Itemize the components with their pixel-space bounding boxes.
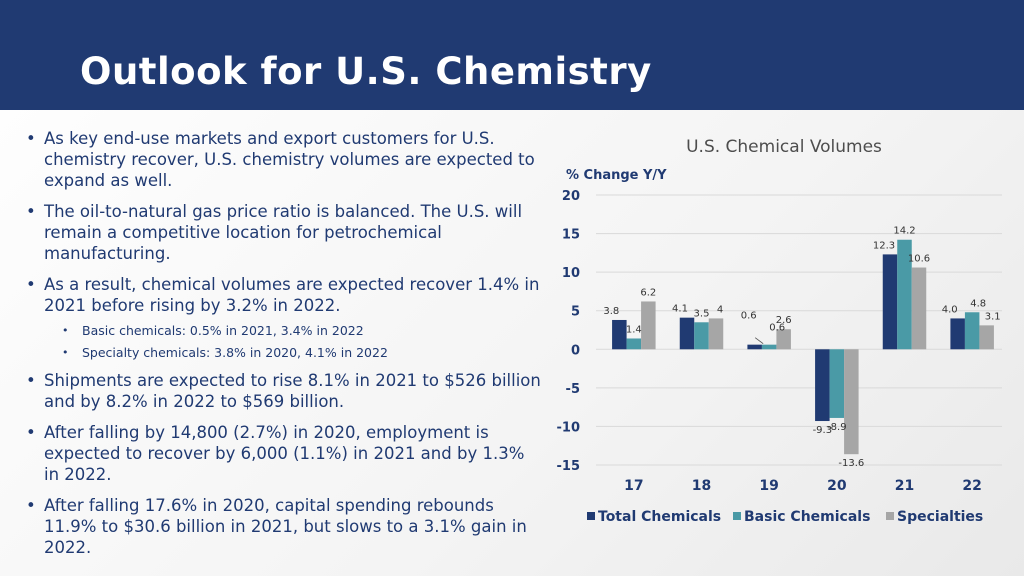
data-label: -13.6 bbox=[838, 458, 864, 469]
data-label: 4.8 bbox=[970, 298, 986, 309]
sub-bullet-list: • Basic chemicals: 0.5% in 2021, 3.4% in… bbox=[24, 320, 544, 364]
bar-basic-chemicals bbox=[761, 344, 777, 350]
bar-basic-chemicals bbox=[829, 349, 845, 418]
y-tick-label: 20 bbox=[562, 189, 580, 204]
y-tick-label: 10 bbox=[562, 266, 580, 281]
bar-basic-chemicals bbox=[897, 239, 912, 350]
data-label: 0.6 bbox=[769, 323, 785, 334]
bullet-text: After falling by 14,800 (2.7%) in 2020, … bbox=[44, 423, 525, 484]
chart-title: U.S. Chemical Volumes bbox=[686, 137, 882, 157]
data-label: 4.0 bbox=[942, 304, 958, 315]
bullet-marker: • bbox=[26, 423, 36, 442]
chart-legend: Total Chemicals Basic Chemicals Specialtie… bbox=[587, 509, 983, 525]
data-label: 12.3 bbox=[873, 240, 895, 251]
legend-swatch bbox=[886, 512, 894, 520]
y-tick-label: 15 bbox=[562, 228, 580, 243]
data-label: 4.1 bbox=[672, 304, 688, 315]
y-tick-label: -5 bbox=[566, 382, 580, 397]
bar-specialties bbox=[844, 349, 859, 455]
data-label: 3.5 bbox=[694, 308, 710, 319]
bullet-text: After falling 17.6% in 2020, capital spe… bbox=[44, 496, 527, 557]
bullet-marker: • bbox=[62, 346, 69, 359]
bullet-item: • Shipments are expected to rise 8.1% in… bbox=[24, 370, 544, 412]
bullet-marker: • bbox=[26, 275, 36, 294]
bar-total-chemicals bbox=[815, 349, 830, 422]
data-label: 3.1 bbox=[985, 311, 1001, 322]
y-tick-label: -15 bbox=[557, 459, 581, 474]
legend-label: Specialties bbox=[897, 509, 983, 525]
bullet-marker: • bbox=[26, 202, 36, 221]
legend-swatch bbox=[733, 512, 741, 520]
bullet-text: As a result, chemical volumes are expect… bbox=[44, 275, 540, 315]
bar-total-chemicals bbox=[950, 318, 965, 350]
data-label: 10.6 bbox=[908, 254, 930, 265]
legend-label: Total Chemicals bbox=[598, 509, 721, 525]
x-tick-label: 22 bbox=[962, 478, 981, 494]
bullet-text: The oil-to-natural gas price ratio is ba… bbox=[44, 202, 523, 263]
page-title: Outlook for U.S. Chemistry bbox=[80, 50, 652, 93]
x-tick-label: 17 bbox=[624, 478, 643, 494]
bar-series bbox=[612, 239, 994, 455]
bar-specialties bbox=[641, 301, 656, 350]
sub-bullet-text: Specialty chemicals: 3.8% in 2020, 4.1% … bbox=[82, 345, 388, 360]
bar-basic-chemicals bbox=[694, 322, 709, 350]
data-label: 6.2 bbox=[640, 287, 656, 298]
legend-swatch bbox=[587, 512, 595, 520]
data-label: -9.3 bbox=[813, 425, 833, 436]
y-tick-label: 0 bbox=[571, 343, 580, 358]
bar-specialties bbox=[708, 318, 724, 350]
data-label: 2.6 bbox=[776, 315, 792, 326]
sub-bullet-text: Basic chemicals: 0.5% in 2021, 3.4% in 2… bbox=[82, 323, 364, 338]
bar-specialties bbox=[911, 267, 927, 350]
x-tick-label: 18 bbox=[692, 478, 711, 494]
bullet-marker: • bbox=[26, 129, 36, 148]
bullet-list: • As key end-use markets and export cust… bbox=[24, 128, 544, 568]
bar-total-chemicals bbox=[612, 319, 627, 350]
label-leader-line bbox=[754, 337, 764, 344]
y-axis-ticks: 20 15 10 5 0 -5 -10 -15 bbox=[557, 189, 581, 474]
volumes-chart: U.S. Chemical Volumes % Change Y/Y 20 15 1… bbox=[557, 137, 1002, 525]
bullet-marker: • bbox=[26, 496, 36, 515]
bar-total-chemicals bbox=[679, 317, 695, 350]
data-labels: 3.81.46.24.1 3.5 40.60.62.6-9.3-8.9-13.612… bbox=[603, 226, 1000, 469]
bullet-item: • The oil-to-natural gas price ratio is … bbox=[24, 201, 544, 264]
legend-label: Basic Chemicals bbox=[744, 509, 870, 525]
y-axis-title: % Change Y/Y bbox=[566, 168, 667, 183]
bullet-item: • After falling 17.6% in 2020, capital s… bbox=[24, 495, 544, 558]
bar-total-chemicals bbox=[882, 254, 898, 350]
bullet-item: • After falling by 14,800 (2.7%) in 2020… bbox=[24, 422, 544, 485]
gridlines bbox=[596, 194, 1002, 466]
y-tick-label: -10 bbox=[557, 420, 581, 435]
sub-bullet-item: • Basic chemicals: 0.5% in 2021, 3.4% in… bbox=[24, 320, 544, 342]
bullet-text: Shipments are expected to rise 8.1% in 2… bbox=[44, 371, 541, 411]
bar-total-chemicals bbox=[747, 344, 762, 350]
sub-bullet-item: • Specialty chemicals: 3.8% in 2020, 4.1… bbox=[24, 342, 544, 364]
y-tick-label: 5 bbox=[571, 305, 580, 320]
data-label: -8.9 bbox=[827, 422, 847, 433]
bullet-text: As key end-use markets and export custom… bbox=[44, 129, 535, 190]
title-banner: Outlook for U.S. Chemistry bbox=[0, 0, 1024, 110]
bullet-marker: • bbox=[26, 371, 36, 390]
bullet-item: • As key end-use markets and export cust… bbox=[24, 128, 544, 191]
data-label: 0.6 bbox=[741, 311, 757, 322]
data-label: 4 bbox=[717, 304, 723, 315]
x-axis-ticks: 17 18 19 20 21 22 bbox=[624, 478, 982, 494]
x-tick-label: 20 bbox=[827, 478, 847, 494]
bullet-item: • As a result, chemical volumes are expe… bbox=[24, 274, 544, 316]
x-tick-label: 21 bbox=[895, 478, 914, 494]
bar-specialties bbox=[776, 329, 791, 350]
bullet-marker: • bbox=[62, 324, 69, 337]
data-label: 1.4 bbox=[626, 324, 642, 335]
bar-basic-chemicals bbox=[964, 312, 980, 350]
x-tick-label: 19 bbox=[759, 478, 778, 494]
data-label: 14.2 bbox=[893, 226, 915, 237]
data-label: 3.8 bbox=[603, 306, 619, 317]
bar-specialties bbox=[979, 325, 994, 350]
bar-basic-chemicals bbox=[626, 338, 642, 350]
